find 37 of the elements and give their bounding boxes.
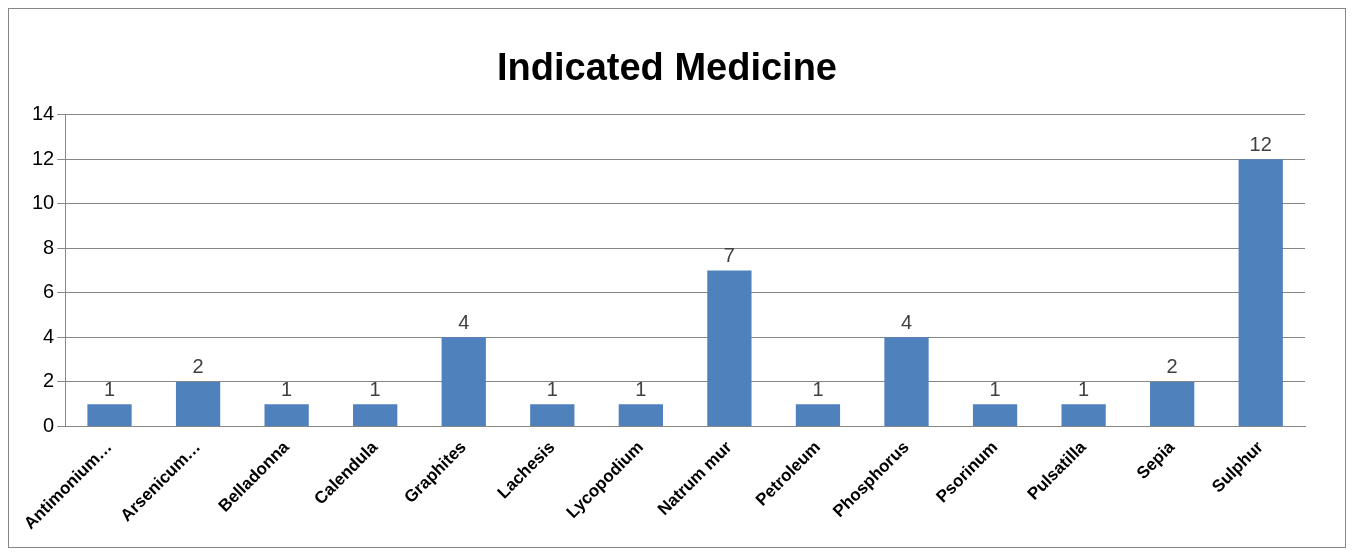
data-label: 1 [369, 377, 381, 400]
data-label: 1 [1078, 377, 1090, 400]
bar [441, 337, 486, 426]
y-tick-label: 8 [43, 235, 55, 258]
chart-title: Indicated Medicine [497, 46, 837, 89]
bar [1150, 381, 1195, 426]
y-tick-label: 4 [43, 324, 55, 347]
bar [884, 337, 929, 426]
bar [795, 404, 841, 426]
data-label: 1 [281, 377, 293, 400]
bar [87, 404, 132, 426]
y-tick-label: 2 [43, 369, 55, 392]
bar [1238, 159, 1283, 426]
bar [530, 404, 575, 426]
y-tick-label: 0 [43, 413, 55, 436]
data-label: 1 [546, 377, 558, 400]
data-label: 7 [723, 244, 735, 267]
y-tick-label: 14 [32, 102, 55, 125]
bar [972, 404, 1018, 426]
data-label: 1 [812, 377, 824, 400]
data-label: 4 [458, 310, 470, 333]
y-tick-label: 6 [43, 280, 55, 303]
bar [175, 381, 221, 426]
data-label: 4 [900, 310, 913, 333]
bar [1061, 404, 1106, 426]
bar [264, 404, 309, 426]
data-label: 1 [635, 377, 647, 400]
y-tick-label: 10 [32, 191, 55, 214]
bar [353, 404, 398, 426]
data-label: 12 [1249, 132, 1272, 155]
y-tick-label: 12 [32, 146, 55, 169]
data-label: 1 [989, 377, 1001, 400]
bar [618, 404, 663, 426]
data-label: 1 [103, 377, 116, 400]
bar [707, 270, 752, 426]
data-label: 2 [1166, 355, 1178, 378]
data-label: 2 [192, 355, 204, 378]
